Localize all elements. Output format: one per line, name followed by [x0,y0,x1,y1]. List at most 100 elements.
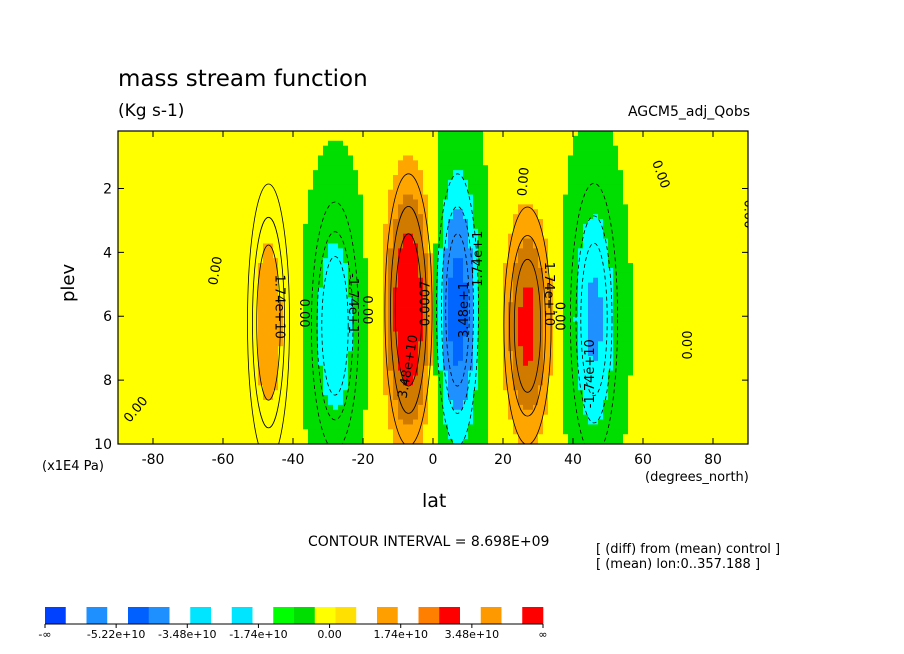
field-cell [228,160,234,166]
field-cell [283,321,289,328]
field-cell [218,243,224,249]
field-cell [478,395,484,401]
field-cell [243,282,249,288]
field-cell [233,390,239,396]
field-cell [178,209,184,215]
field-cell [373,287,379,293]
field-cell [128,140,134,147]
field-cell [448,263,454,269]
field-cell [493,135,499,142]
field-cell [313,253,319,259]
field-cell [183,424,189,430]
field-cell [223,199,229,205]
field-cell [263,351,269,357]
field-cell [328,140,334,147]
field-cell [408,326,414,332]
field-cell [278,331,284,337]
field-cell [458,214,464,220]
field-cell [458,409,464,416]
field-cell [173,326,179,332]
field-cell [288,160,294,166]
field-cell [408,228,414,235]
field-cell [473,346,479,352]
field-cell [413,434,419,440]
field-cell [193,326,199,332]
field-cell [333,341,339,347]
field-cell [168,248,174,254]
field-cell [168,135,174,142]
field-cell [133,165,139,171]
field-cell [243,409,249,416]
field-cell [433,155,439,161]
field-cell [228,429,234,435]
field-cell [433,409,439,416]
field-cell [208,409,214,416]
field-cell [168,351,174,357]
field-cell [318,233,324,239]
field-cell [213,439,219,444]
field-cell [458,321,464,328]
field-cell [323,233,329,239]
field-cell [338,307,344,313]
field-cell [383,214,389,220]
field-cell [148,360,154,367]
field-cell [138,184,144,191]
field-cell [248,223,254,230]
field-cell [468,385,474,391]
field-cell [323,380,329,386]
field-cell [373,160,379,166]
field-cell [373,228,379,235]
field-cell [158,346,164,352]
field-cell [213,233,219,239]
field-cell [143,145,149,151]
field-cell [348,135,354,142]
field-cell [188,238,194,244]
field-cell [298,360,304,367]
field-cell [233,175,239,181]
field-cell [403,233,409,239]
field-cell [403,355,409,362]
field-cell [163,360,169,367]
field-cell [473,341,479,347]
field-cell [413,194,419,200]
field-cell [413,311,419,318]
field-cell [298,272,304,279]
field-cell [318,316,324,323]
field-cell [358,170,364,176]
field-cell [243,228,249,235]
field-cell [483,341,489,347]
field-cell [373,223,379,230]
field-cell [373,150,379,156]
field-cell [263,341,269,347]
field-cell [323,355,329,362]
field-cell [203,204,209,210]
field-cell [303,238,309,244]
field-cell [318,160,324,166]
field-cell [273,272,279,279]
field-cell [223,419,229,425]
field-cell [178,175,184,181]
field-cell [188,209,194,215]
field-cell [253,370,259,376]
field-cell [233,302,239,308]
field-cell [403,223,409,230]
field-cell [188,155,194,161]
field-cell [298,399,304,406]
field-cell [398,351,404,357]
field-cell [223,219,229,225]
field-cell [458,175,464,181]
field-cell [128,228,134,235]
field-cell [198,341,204,347]
field-cell [278,155,284,161]
field-cell [448,170,454,176]
field-cell [428,253,434,259]
field-cell [133,414,139,420]
field-cell [503,209,509,215]
field-cell [353,365,359,372]
field-cell [183,395,189,401]
field-cell [158,160,164,166]
field-cell [218,209,224,215]
field-cell [188,414,194,420]
field-cell [353,399,359,406]
field-cell [383,292,389,298]
